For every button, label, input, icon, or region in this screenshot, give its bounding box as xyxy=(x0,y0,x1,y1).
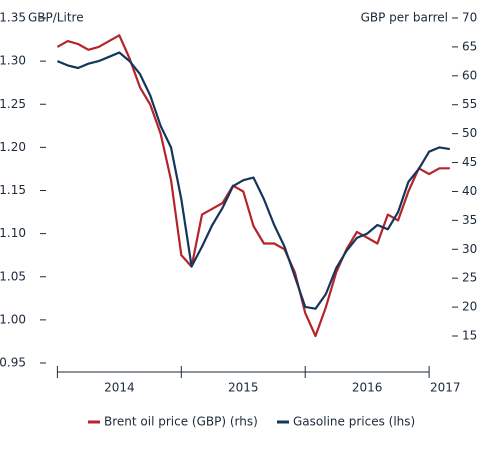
y2-tick-label: 15 xyxy=(462,328,477,342)
y2-tick-label: 30 xyxy=(462,242,477,256)
legend-label: Gasoline prices (lhs) xyxy=(293,415,415,429)
y-tick-label: 1.15 xyxy=(0,183,26,197)
y-tick-label: 1.35 xyxy=(0,11,26,25)
y-tick-label: 1.25 xyxy=(0,97,26,111)
x-tick-label: 2015 xyxy=(228,381,259,395)
y2-tick-label: 70 xyxy=(462,11,477,25)
y2-axis-title: GBP per barrel xyxy=(361,11,448,25)
y-tick-label: 1.20 xyxy=(0,140,26,154)
y-tick-label: 0.95 xyxy=(0,356,26,370)
y-axis-title: GBP/Litre xyxy=(28,11,84,25)
y2-tick-label: 45 xyxy=(462,155,477,169)
y-tick-label: 1.30 xyxy=(0,54,26,68)
y2-tick-label: 20 xyxy=(462,300,477,314)
y2-tick-label: 25 xyxy=(462,271,477,285)
x-tick-label: 2017 xyxy=(430,381,461,395)
y2-tick-label: 65 xyxy=(462,39,477,53)
x-tick-label: 2016 xyxy=(352,381,383,395)
y2-tick-label: 35 xyxy=(462,213,477,227)
series-line xyxy=(56,34,450,338)
legend-label: Brent oil price (GBP) (rhs) xyxy=(104,415,258,429)
x-tick-label: 2014 xyxy=(104,381,135,395)
y2-tick-label: 55 xyxy=(462,97,477,111)
y-tick-label: 1.00 xyxy=(0,312,26,326)
series-line xyxy=(56,51,450,310)
y-tick-label: 1.05 xyxy=(0,269,26,283)
y2-tick-label: 50 xyxy=(462,126,477,140)
y2-tick-label: 60 xyxy=(462,68,477,82)
y2-tick-label: 40 xyxy=(462,184,477,198)
y-tick-label: 1.10 xyxy=(0,226,26,240)
